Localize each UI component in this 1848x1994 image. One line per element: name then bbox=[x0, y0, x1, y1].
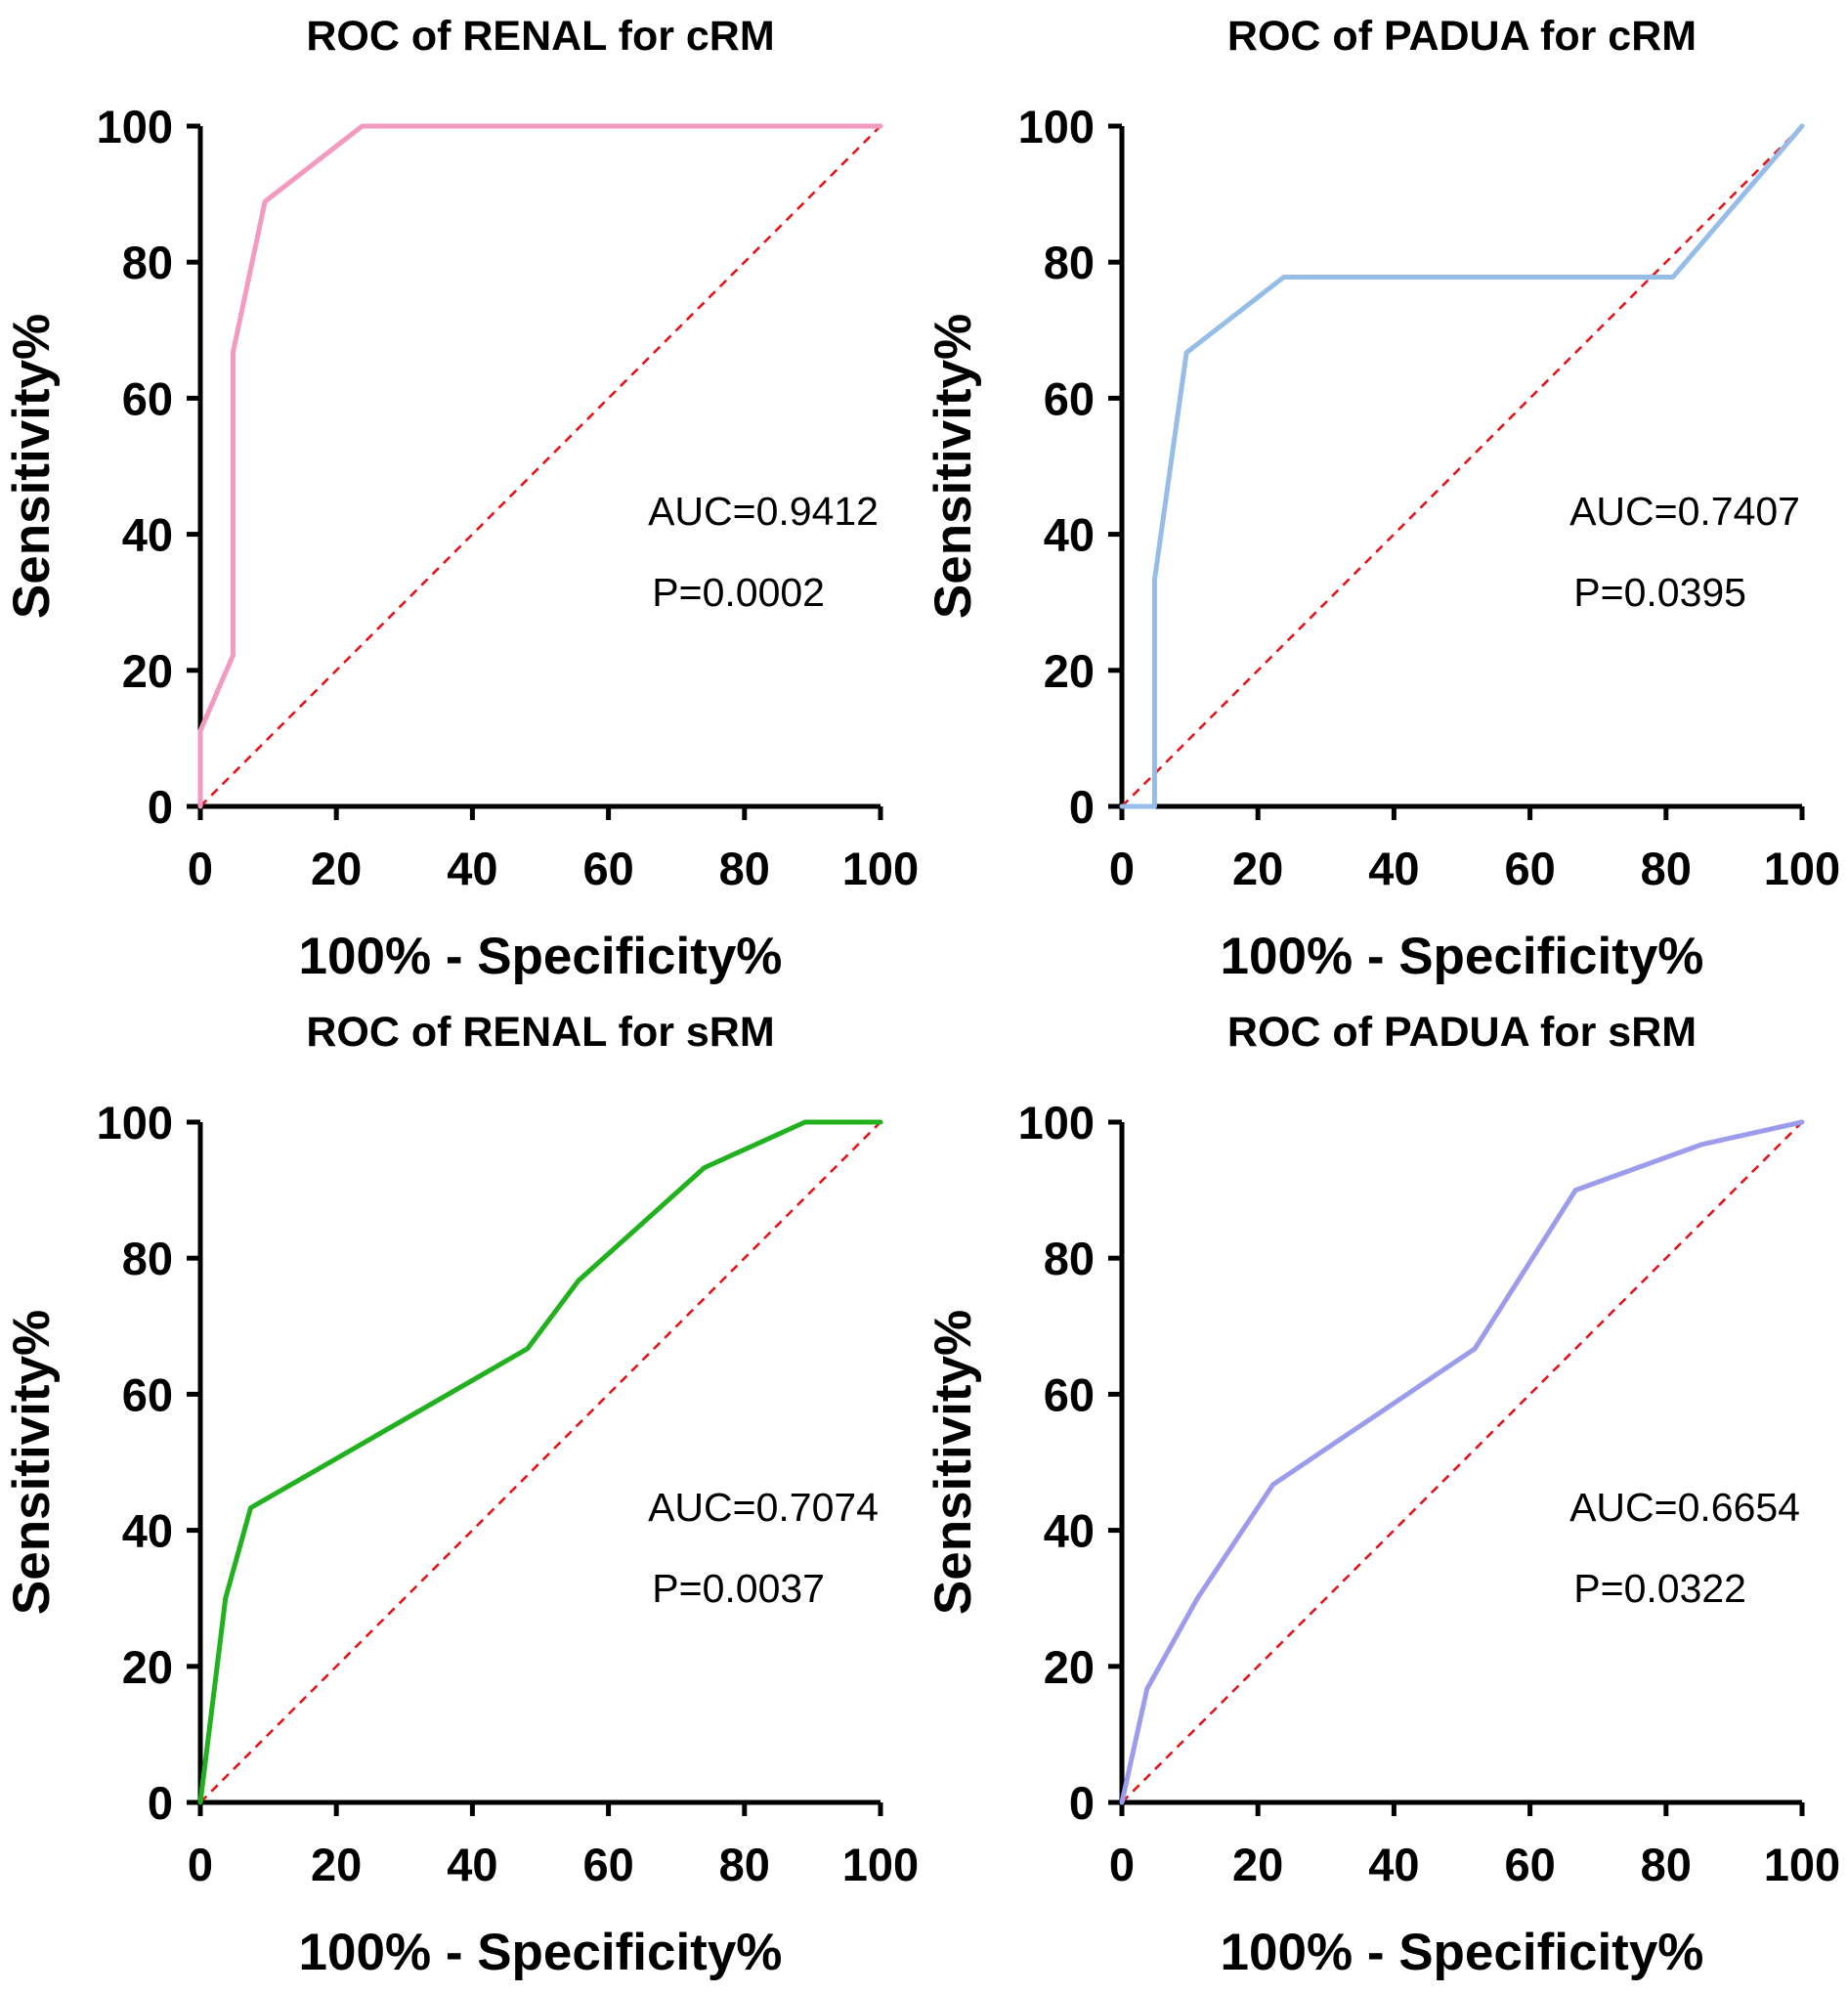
y-tick-label: 100 bbox=[1018, 101, 1095, 152]
y-tick-label: 40 bbox=[122, 509, 173, 561]
y-tick-label: 60 bbox=[1044, 1368, 1095, 1420]
auc-annotation: AUC=0.6654 bbox=[1569, 1485, 1800, 1530]
x-tick-label: 60 bbox=[1504, 843, 1555, 894]
roc-panel-padua-srm: ROC of PADUA for sRM 0 20 40 60 80 100 0 20 40 60 8… bbox=[924, 1009, 1840, 1981]
p-value-annotation: P=0.0037 bbox=[652, 1566, 825, 1611]
x-tick-label: 60 bbox=[582, 843, 633, 894]
roc-curve bbox=[1119, 123, 1805, 809]
y-tick-label: 20 bbox=[122, 1641, 173, 1693]
y-tick-label: 60 bbox=[1044, 372, 1095, 424]
x-tick-label: 20 bbox=[1232, 843, 1283, 894]
reference-diagonal-line bbox=[1121, 1121, 1803, 1803]
y-tick-label: 40 bbox=[122, 1505, 173, 1557]
y-axis-label: Sensitivity% bbox=[3, 314, 61, 619]
y-tick-label: 100 bbox=[1018, 1097, 1095, 1149]
y-tick-label: 0 bbox=[1069, 781, 1095, 833]
x-tick-label: 40 bbox=[447, 843, 497, 894]
y-tick-label: 0 bbox=[1069, 1777, 1095, 1829]
x-tick-label: 60 bbox=[1504, 1839, 1555, 1890]
y-tick-label: 60 bbox=[122, 372, 173, 424]
x-tick-label: 0 bbox=[1109, 1839, 1135, 1890]
x-tick-label: 80 bbox=[1641, 843, 1692, 894]
x-tick-label: 80 bbox=[1641, 1839, 1692, 1890]
x-axis-label: 100% - Specificity% bbox=[299, 928, 783, 985]
roc-curve bbox=[1119, 1119, 1805, 1805]
x-axis-label: 100% - Specificity% bbox=[1221, 1924, 1704, 1981]
x-tick-label: 100 bbox=[842, 1839, 919, 1890]
x-tick-label: 40 bbox=[1368, 1839, 1419, 1890]
x-tick-label: 20 bbox=[1232, 1839, 1283, 1890]
x-axis-label: 100% - Specificity% bbox=[1221, 928, 1704, 985]
reference-diagonal-line bbox=[1121, 125, 1803, 807]
y-tick-label: 20 bbox=[1044, 1641, 1095, 1693]
y-tick-label: 20 bbox=[1044, 645, 1095, 697]
y-tick-label: 40 bbox=[1044, 1505, 1095, 1557]
x-tick-label: 100 bbox=[842, 843, 919, 894]
y-tick-label: 100 bbox=[97, 101, 173, 152]
y-tick-label: 20 bbox=[122, 645, 173, 697]
y-axis-label: Sensitivity% bbox=[3, 1310, 61, 1615]
x-tick-label: 60 bbox=[582, 1839, 633, 1890]
x-tick-label: 100 bbox=[1764, 1839, 1840, 1890]
chart-title: ROC of PADUA for cRM bbox=[1227, 13, 1697, 60]
x-axis-label: 100% - Specificity% bbox=[299, 1924, 783, 1981]
reference-diagonal-line bbox=[199, 125, 881, 807]
p-value-annotation: P=0.0002 bbox=[652, 570, 825, 615]
x-tick-label: 0 bbox=[188, 843, 213, 894]
y-axis-label: Sensitivity% bbox=[924, 1310, 982, 1615]
y-tick-label: 80 bbox=[122, 237, 173, 288]
x-tick-label: 40 bbox=[1368, 843, 1419, 894]
y-tick-label: 80 bbox=[1044, 1233, 1095, 1284]
roc-curve bbox=[197, 123, 883, 809]
y-tick-label: 100 bbox=[97, 1097, 173, 1149]
chart-title: ROC of PADUA for sRM bbox=[1227, 1009, 1697, 1056]
y-tick-label: 0 bbox=[148, 781, 173, 833]
x-tick-label: 0 bbox=[188, 1839, 213, 1890]
y-tick-label: 80 bbox=[122, 1233, 173, 1284]
reference-diagonal-line bbox=[199, 1121, 881, 1803]
auc-annotation: AUC=0.7407 bbox=[1569, 489, 1800, 534]
roc-curve bbox=[197, 1119, 883, 1805]
x-tick-label: 40 bbox=[447, 1839, 497, 1890]
chart-title: ROC of RENAL for sRM bbox=[306, 1009, 774, 1056]
p-value-annotation: P=0.0395 bbox=[1573, 570, 1746, 615]
auc-annotation: AUC=0.9412 bbox=[648, 489, 879, 534]
roc-panel-renal-crm: ROC of RENAL for cRM 0 20 40 60 80 100 0 20 40 60 8… bbox=[3, 13, 919, 985]
x-tick-label: 80 bbox=[719, 1839, 770, 1890]
roc-panel-padua-crm: ROC of PADUA for cRM 0 20 40 60 80 100 0 20 40 60 8… bbox=[924, 13, 1840, 985]
auc-annotation: AUC=0.7074 bbox=[648, 1485, 879, 1530]
x-tick-label: 20 bbox=[311, 1839, 362, 1890]
y-tick-label: 0 bbox=[148, 1777, 173, 1829]
y-tick-label: 80 bbox=[1044, 237, 1095, 288]
roc-panel-renal-srm: ROC of RENAL for sRM 0 20 40 60 80 100 0 20 40 60 8… bbox=[3, 1009, 919, 1981]
y-tick-label: 40 bbox=[1044, 509, 1095, 561]
p-value-annotation: P=0.0322 bbox=[1573, 1566, 1746, 1611]
chart-title: ROC of RENAL for cRM bbox=[306, 13, 774, 60]
x-tick-label: 20 bbox=[311, 843, 362, 894]
y-tick-label: 60 bbox=[122, 1368, 173, 1420]
x-tick-label: 0 bbox=[1109, 843, 1135, 894]
x-tick-label: 100 bbox=[1764, 843, 1840, 894]
y-axis-label: Sensitivity% bbox=[924, 314, 982, 619]
x-tick-label: 80 bbox=[719, 843, 770, 894]
